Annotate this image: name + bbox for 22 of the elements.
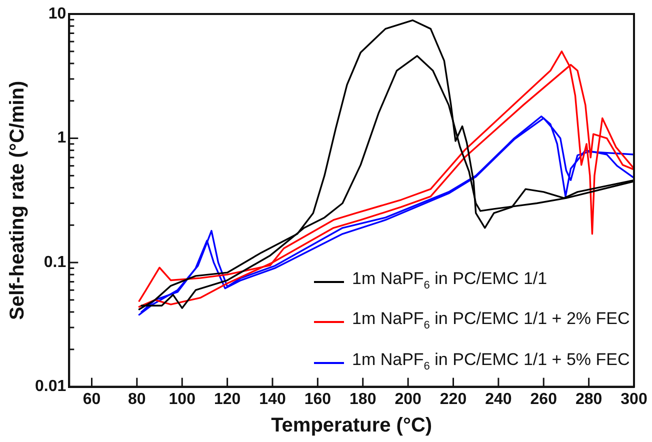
x-tick-label: 120 [214, 390, 241, 408]
x-axis-title: Temperature (°C) [271, 414, 432, 437]
x-tick-label: 160 [304, 390, 332, 408]
x-tick-label: 60 [82, 390, 101, 408]
x-tick-label: 260 [530, 390, 558, 408]
x-tick-label: 300 [620, 390, 648, 408]
y-axis-title: Self-heating rate (°C/min) [6, 80, 29, 320]
x-tick-label: 280 [575, 390, 602, 408]
legend-label: 1m NaPF$_{6}$ in PC/EMC 1/1 [352, 268, 548, 294]
x-tick-label: 80 [128, 390, 146, 408]
x-tick-label: 100 [168, 390, 196, 408]
x-tick-label: 180 [350, 390, 376, 408]
y-tick-label: 0.1 [44, 254, 66, 271]
legend-label: 1m NaPF$_{6}$ in PC/EMC 1/1 + 5% FEC [352, 348, 630, 374]
y-tick-label: 0.01 [35, 378, 66, 396]
y-tick-label: 1 [57, 130, 66, 147]
x-tick-label: 220 [440, 390, 467, 408]
y-tick-label: 10 [48, 5, 66, 22]
legend-label: 1m NaPF$_{6}$ in PC/EMC 1/1 + 2% FEC [352, 308, 630, 334]
x-tick-label: 200 [394, 390, 422, 408]
x-tick-label: 140 [259, 390, 286, 408]
x-tick-label: 240 [485, 390, 512, 408]
